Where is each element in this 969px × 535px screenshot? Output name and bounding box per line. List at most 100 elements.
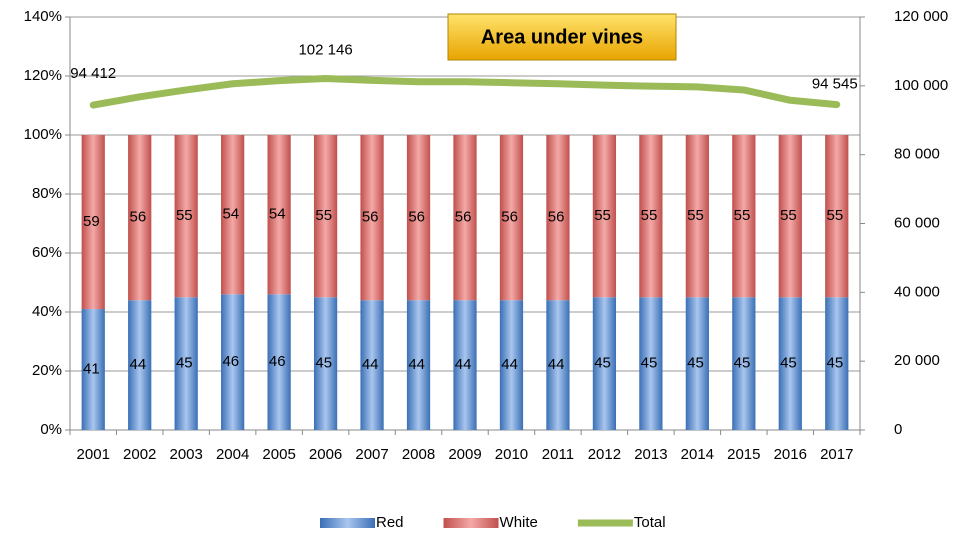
legend-label: Total	[634, 514, 666, 531]
bar-value-label: 45	[176, 355, 193, 372]
bar-segment	[778, 297, 802, 430]
y2-tick-label: 0	[894, 421, 902, 438]
bar-segment	[313, 135, 338, 298]
bar-value-label: 56	[408, 209, 425, 226]
bar-value-label: 46	[269, 353, 286, 370]
bar-value-label: 46	[222, 353, 239, 370]
bar-segment	[778, 135, 802, 298]
x-tick-label: 2015	[727, 446, 760, 463]
bar-segment	[360, 300, 384, 430]
y-tick-label: 40%	[32, 303, 62, 320]
bar-value-label: 44	[455, 356, 472, 373]
bar-value-label: 56	[548, 209, 565, 226]
y2-tick-label: 120 000	[894, 8, 948, 25]
bar-segment	[453, 135, 477, 301]
y-tick-label: 80%	[32, 185, 62, 202]
bar-value-label: 56	[455, 209, 472, 226]
bar-value-label: 54	[269, 206, 286, 223]
bar-segment	[825, 135, 849, 298]
bar-value-label: 55	[780, 207, 797, 224]
bar-value-label: 44	[501, 356, 518, 373]
bar-value-label: 55	[641, 207, 658, 224]
y-tick-label: 120%	[24, 67, 62, 84]
bar-value-label: 44	[130, 356, 147, 373]
bar-segment	[592, 135, 617, 298]
bar-value-label: 55	[734, 207, 751, 224]
bar-segment	[221, 135, 245, 295]
bar-value-label: 45	[687, 355, 704, 372]
bar-value-label: 54	[222, 206, 239, 223]
bar-value-label: 55	[176, 207, 193, 224]
y2-tick-label: 20 000	[894, 352, 940, 369]
x-tick-label: 2001	[77, 446, 110, 463]
x-tick-label: 2007	[355, 446, 388, 463]
bar-segment	[825, 297, 849, 430]
bar-segment	[732, 135, 756, 298]
bar-segment	[128, 300, 152, 430]
legend-swatch	[443, 518, 499, 528]
bar-value-label: 55	[827, 207, 844, 224]
bar-value-label: 45	[315, 355, 332, 372]
total-value-label: 102 146	[298, 41, 352, 58]
x-tick-label: 2012	[588, 446, 621, 463]
bar-value-label: 44	[408, 356, 425, 373]
bar-segment	[313, 297, 338, 430]
bar-value-label: 45	[827, 355, 844, 372]
bar-value-label: 55	[315, 207, 332, 224]
x-tick-label: 2009	[448, 446, 481, 463]
bar-segment	[639, 297, 663, 430]
bar-segment	[128, 135, 152, 301]
y2-tick-label: 60 000	[894, 214, 940, 231]
total-line	[89, 74, 841, 109]
bar-value-label: 55	[687, 207, 704, 224]
y-tick-label: 20%	[32, 362, 62, 379]
bar-segment	[81, 135, 105, 310]
bar-segment	[81, 309, 105, 430]
title-box	[447, 13, 677, 61]
bar-value-label: 45	[594, 355, 611, 372]
bar-segment	[546, 300, 570, 430]
bar-value-label: 41	[83, 360, 100, 377]
bar-segment	[174, 297, 198, 430]
bar-segment	[221, 294, 245, 430]
bar-value-label: 56	[362, 209, 379, 226]
x-tick-label: 2011	[542, 446, 574, 463]
y-tick-label: 100%	[24, 126, 62, 143]
bar-segment	[174, 135, 198, 298]
bar-value-label: 56	[501, 209, 518, 226]
bar-segment	[406, 135, 431, 301]
bar-value-label: 59	[83, 213, 100, 230]
bar-value-label: 44	[362, 356, 379, 373]
y-tick-label: 60%	[32, 244, 62, 261]
bar-segment	[685, 135, 709, 298]
bar-segment	[267, 135, 291, 295]
bar-segment	[592, 297, 617, 430]
y2-tick-label: 40 000	[894, 283, 940, 300]
bar-segment	[406, 300, 431, 430]
legend-label: Red	[376, 514, 404, 531]
legend-label: White	[500, 514, 538, 531]
legend-swatch	[320, 518, 375, 528]
total-value-label: 94 412	[70, 65, 116, 82]
x-tick-label: 2006	[309, 446, 342, 463]
x-tick-label: 2008	[402, 446, 435, 463]
y-tick-label: 140%	[24, 8, 62, 25]
bar-segment	[546, 135, 570, 301]
total-value-label: 94 545	[812, 76, 858, 93]
bar-segment	[267, 294, 291, 430]
x-tick-label: 2003	[169, 446, 202, 463]
x-tick-label: 2013	[634, 446, 667, 463]
bar-segment	[499, 300, 524, 430]
x-tick-label: 2017	[820, 446, 853, 463]
bar-value-label: 44	[548, 356, 565, 373]
bar-segment	[360, 135, 384, 301]
bar-segment	[732, 297, 756, 430]
x-tick-label: 2004	[216, 446, 249, 463]
bar-segment	[685, 297, 709, 430]
x-tick-label: 2016	[774, 446, 807, 463]
y2-tick-label: 100 000	[894, 77, 948, 94]
bar-segment	[453, 300, 477, 430]
x-tick-label: 2014	[681, 446, 714, 463]
x-tick-label: 2005	[262, 446, 295, 463]
